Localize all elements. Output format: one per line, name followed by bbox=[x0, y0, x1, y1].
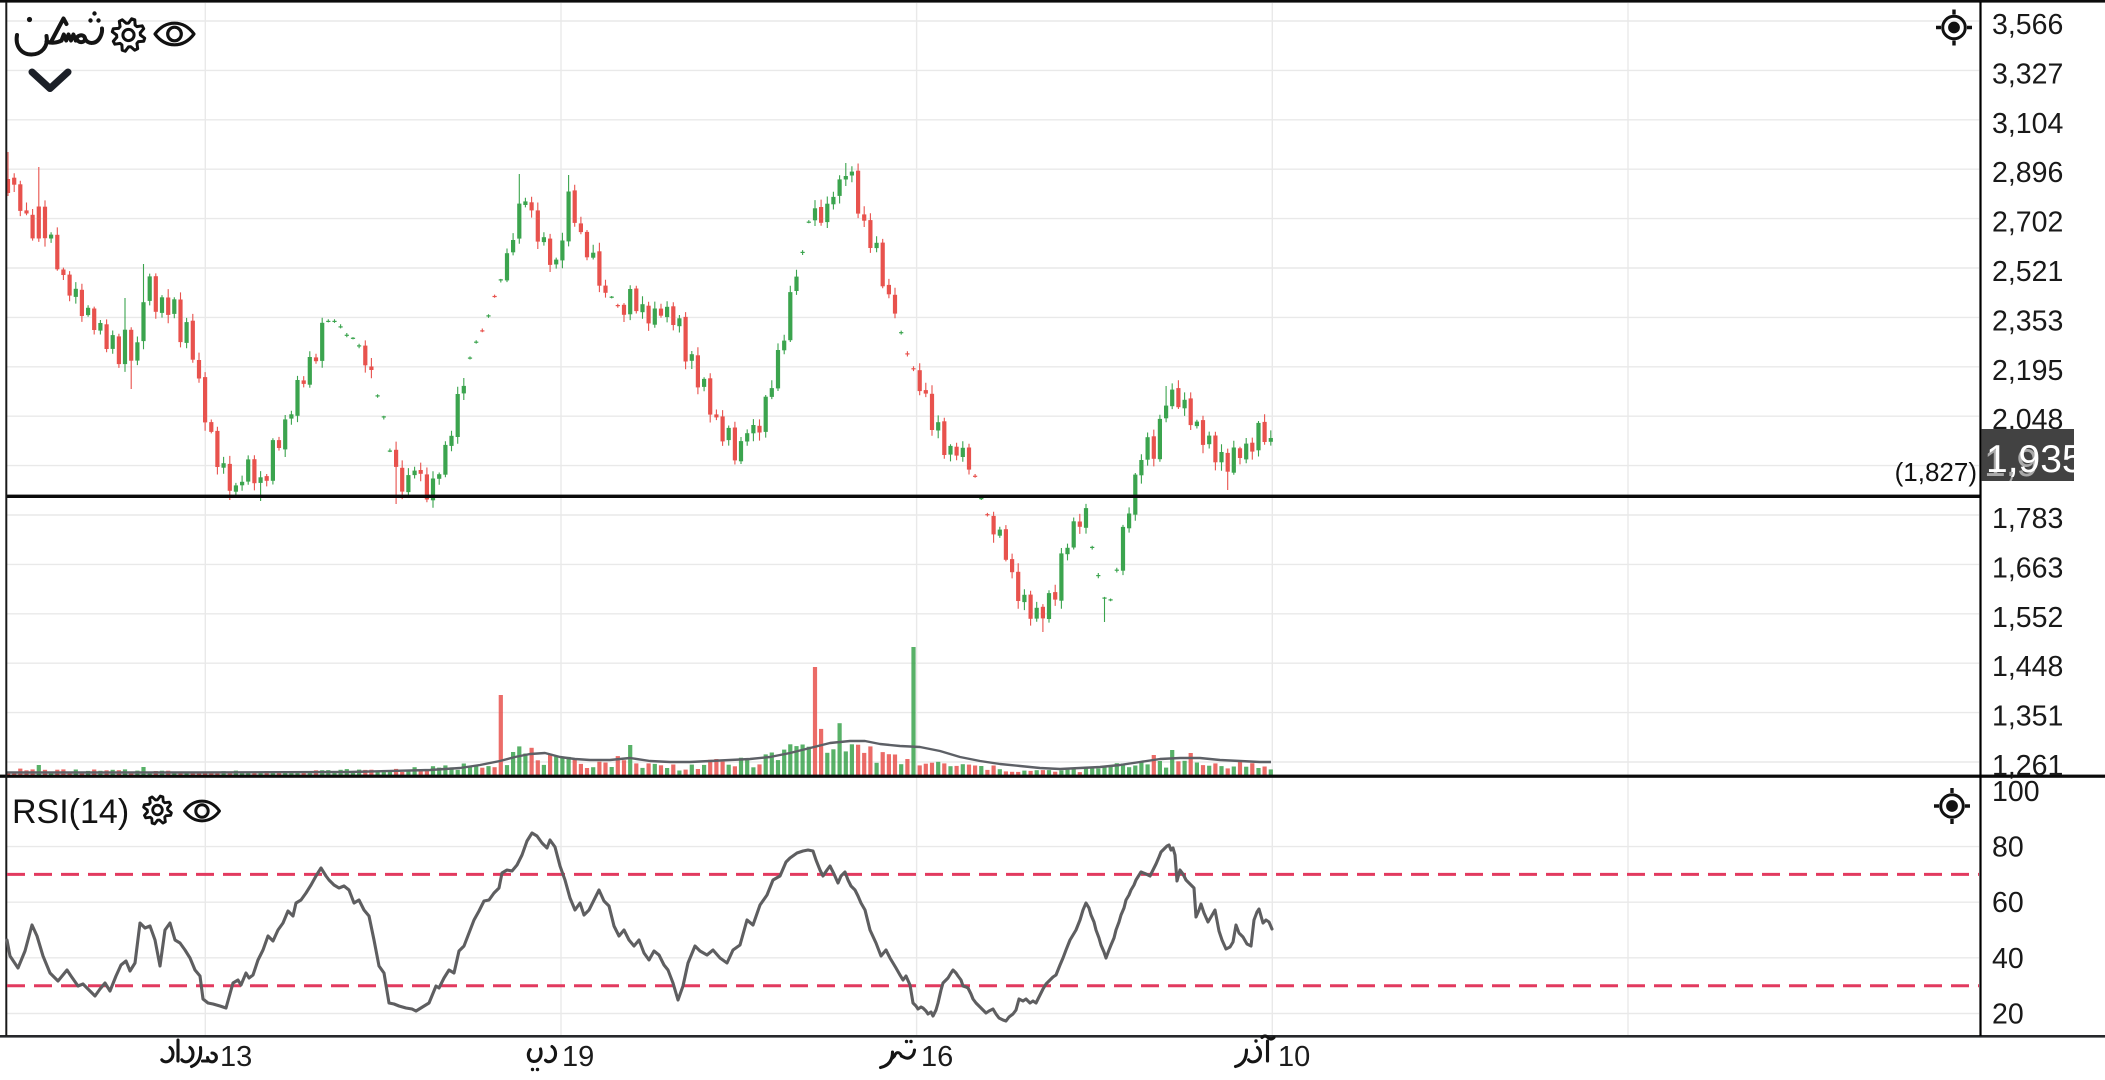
svg-text:19: 19 bbox=[562, 1041, 594, 1073]
svg-text:40: 40 bbox=[1992, 943, 2024, 975]
svg-text:3,566: 3,566 bbox=[1992, 9, 2063, 41]
svg-text:2,702: 2,702 bbox=[1992, 207, 2063, 239]
svg-text:60: 60 bbox=[1992, 887, 2024, 919]
svg-text:2,521: 2,521 bbox=[1992, 256, 2063, 288]
svg-text:2,195: 2,195 bbox=[1992, 355, 2063, 387]
svg-text:3,104: 3,104 bbox=[1992, 108, 2063, 140]
svg-text:10: 10 bbox=[1278, 1041, 1310, 1073]
svg-text:1,552: 1,552 bbox=[1992, 602, 2063, 634]
svg-text:13: 13 bbox=[220, 1041, 252, 1073]
svg-text:1,351: 1,351 bbox=[1992, 701, 2063, 733]
svg-text:1,9: 1,9 bbox=[1984, 442, 2038, 485]
svg-text:16: 16 bbox=[921, 1041, 953, 1073]
svg-text:20: 20 bbox=[1992, 999, 2024, 1031]
svg-text:100: 100 bbox=[1992, 776, 2040, 808]
svg-text:1,783: 1,783 bbox=[1992, 503, 2063, 535]
svg-text:2,896: 2,896 bbox=[1992, 157, 2063, 189]
svg-text:1,261: 1,261 bbox=[1992, 750, 2063, 782]
svg-text:RSI(14): RSI(14) bbox=[12, 793, 129, 831]
svg-text:2,353: 2,353 bbox=[1992, 305, 2063, 337]
svg-text:80: 80 bbox=[1992, 832, 2024, 864]
svg-text:(1,827): (1,827) bbox=[1895, 457, 1977, 487]
svg-text:3,327: 3,327 bbox=[1992, 58, 2063, 90]
svg-text:1,448: 1,448 bbox=[1992, 651, 2063, 683]
svg-text:1,935: 1,935 bbox=[1986, 438, 2084, 481]
svg-text:1,663: 1,663 bbox=[1992, 552, 2063, 584]
